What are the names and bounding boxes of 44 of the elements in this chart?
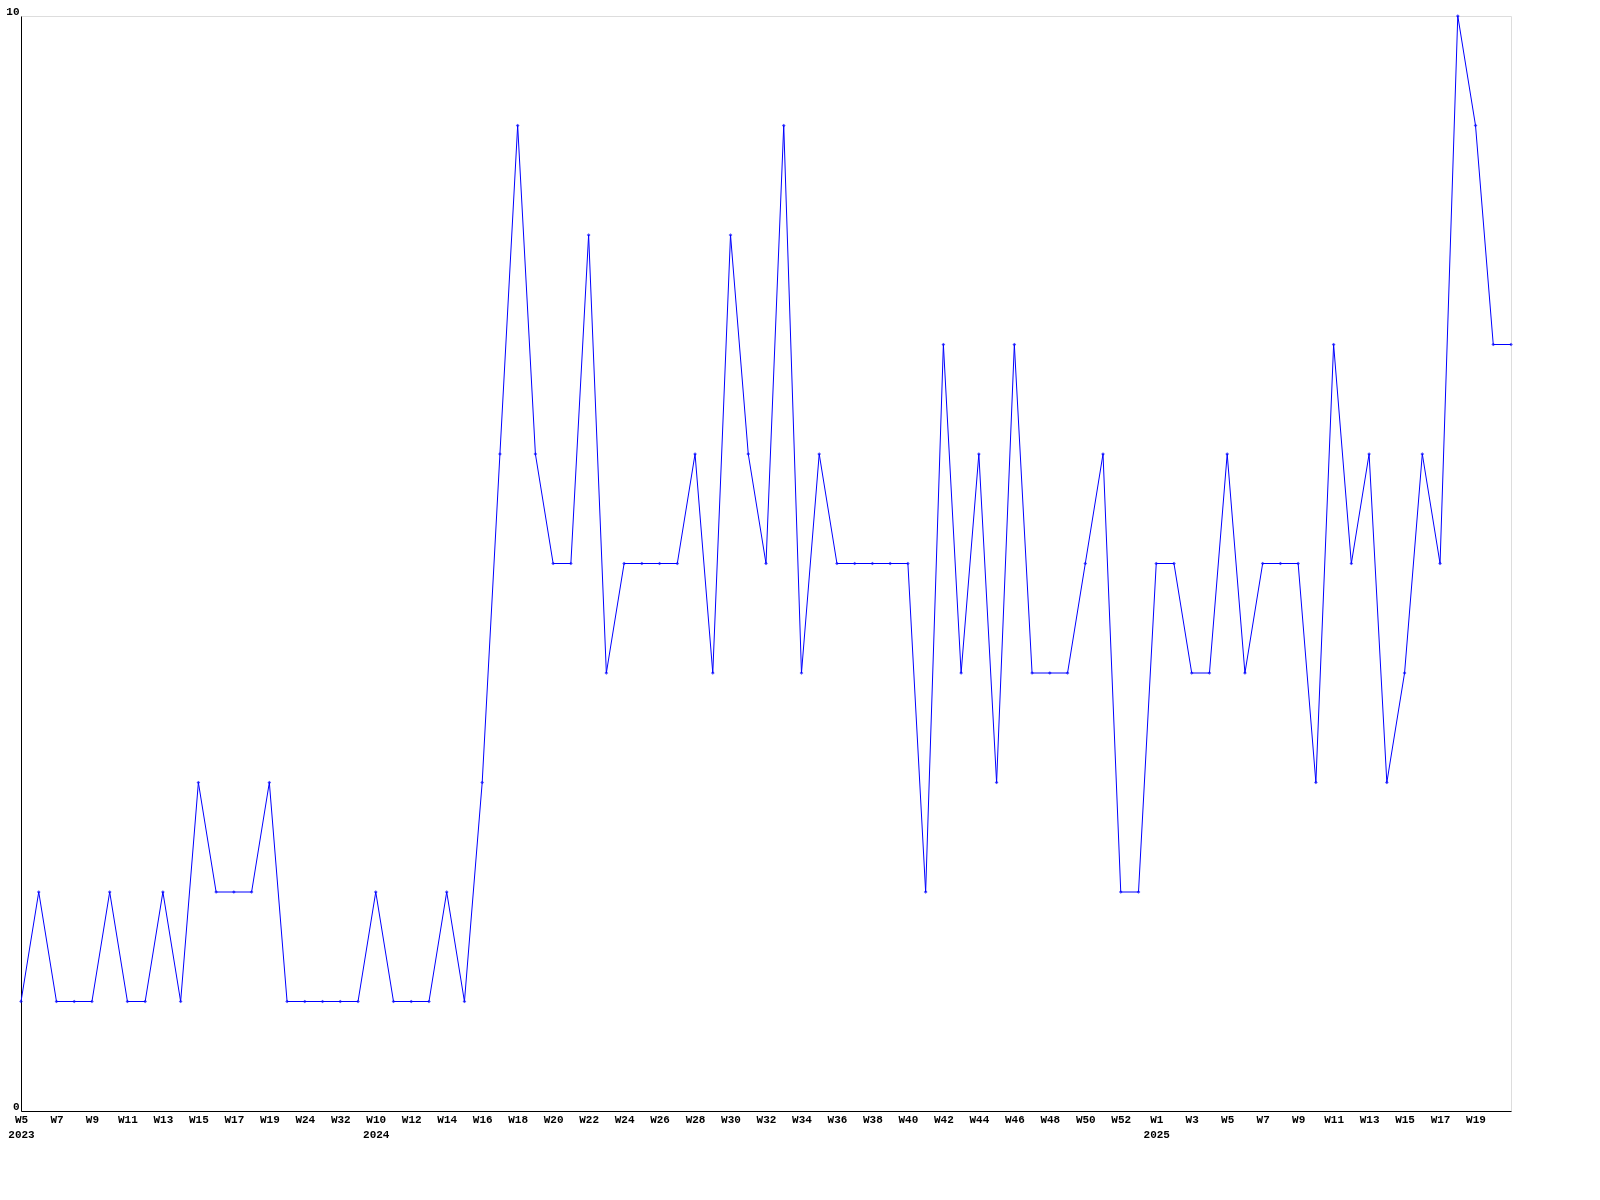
x-tick-label: W48 [1040,1113,1061,1126]
x-tick-label: W38 [863,1113,884,1126]
x-tick-label: W7 [1256,1113,1270,1126]
y-tick-label: 10 [6,5,20,18]
x-tick-label: W30 [721,1113,741,1126]
x-tick-label: W24 [295,1113,316,1126]
x-tick-label: W40 [898,1113,919,1126]
x-tick-label: W12 [401,1113,422,1126]
x-tick-label: W14 [437,1113,458,1126]
x-tick-label: W11 [118,1113,139,1126]
x-tick-label: W46 [1004,1113,1025,1126]
x-tick-label: W28 [685,1113,706,1126]
x-tick-label: W34 [792,1113,813,1126]
x-tick-label: W9 [85,1113,100,1126]
x-tick-label: W19 [259,1113,280,1126]
x-tick-label: W26 [650,1113,670,1126]
x-tick-label: W24 [614,1113,635,1126]
x-tick-label: W36 [827,1113,848,1126]
x-tick-label: W1 2025 [1143,1113,1171,1141]
x-tick-label: W9 [1292,1113,1306,1126]
x-tick-label: W10 2024 [363,1113,390,1141]
x-tick-label: W32 [756,1113,777,1126]
x-tick-label: W13 [1359,1113,1380,1126]
x-tick-label: W13 [153,1113,174,1126]
x-tick-label: W19 [1466,1113,1486,1126]
x-tick-label: W15 [1395,1113,1416,1126]
x-tick-label: W44 [969,1113,990,1126]
y-tick-label: 0 [12,1100,20,1113]
x-tick-label: W52 [1111,1113,1132,1126]
x-tick-label: W50 [1075,1113,1096,1126]
x-tick-label: W22 [579,1113,600,1126]
x-tick-label: W20 [543,1113,564,1126]
x-tick-label: W7 [50,1113,64,1126]
x-tick-label: W18 [508,1113,529,1126]
x-tick-label: W42 [933,1113,954,1126]
x-tick-label: W16 [472,1113,493,1126]
x-tick-label: W3 [1185,1113,1200,1126]
x-tick-label: W32 [330,1113,351,1126]
x-tick-label: W15 [188,1113,210,1126]
x-tick-label: W11 [1324,1113,1345,1126]
x-tick-label: W17 [1430,1113,1451,1126]
x-tick-label: W17 [224,1113,245,1126]
x-tick-label: W5 2023 [8,1113,36,1141]
x-tick-label: W5 [1221,1113,1235,1126]
